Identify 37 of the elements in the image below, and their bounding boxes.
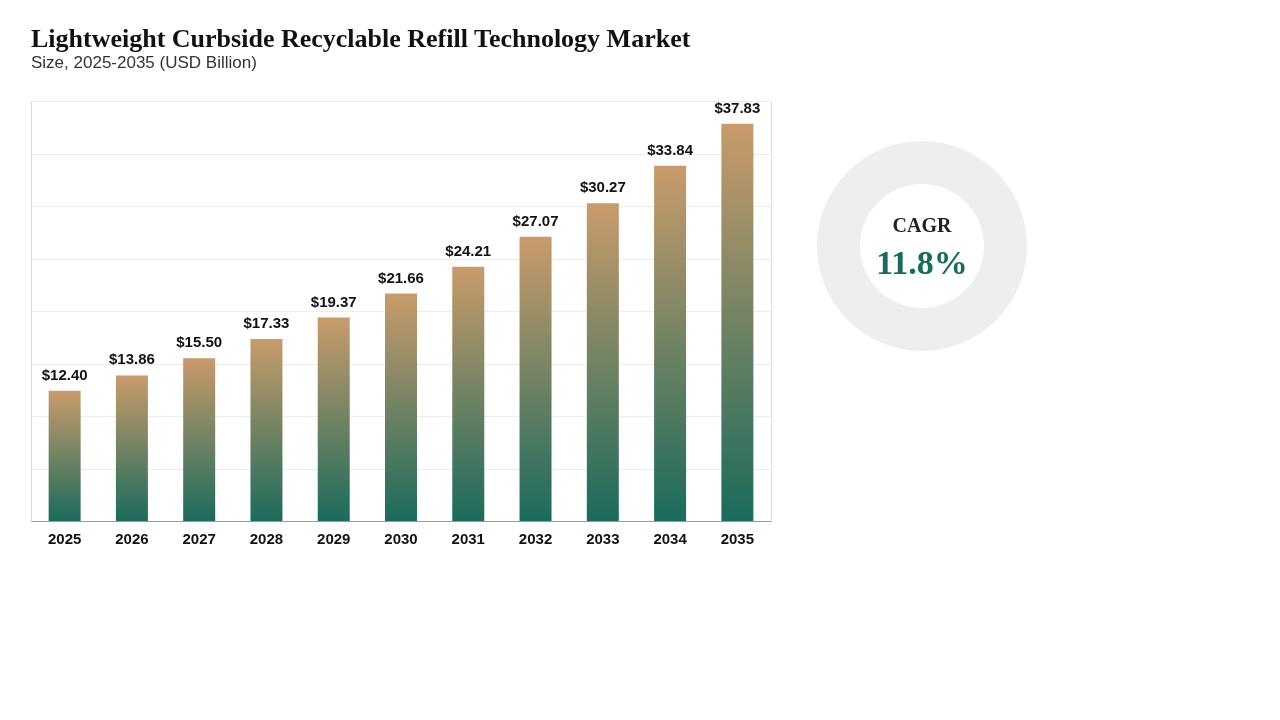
x-tick-label: 2031 — [451, 529, 485, 547]
x-tick-label: 2027 — [182, 529, 216, 547]
data-label: $37.83 — [714, 98, 761, 116]
bar — [452, 266, 485, 521]
data-label: $17.33 — [243, 314, 290, 332]
data-label: $15.50 — [176, 333, 223, 351]
bar — [115, 375, 148, 521]
chart-title: Lightweight Curbside Recyclable Refill Technology Market — [31, 23, 691, 53]
data-label: $12.40 — [41, 365, 88, 383]
bar — [317, 317, 350, 521]
x-tick-label: 2035 — [720, 529, 755, 547]
chart-subtitle: Size, 2025-2035 (USD Billion) — [31, 52, 257, 72]
x-tick-label: 2025 — [47, 529, 82, 547]
bar — [654, 165, 687, 521]
data-label: $27.07 — [512, 211, 559, 229]
data-label: $33.84 — [647, 140, 694, 158]
text: CAGR — [892, 214, 952, 236]
x-tick-label: 2030 — [384, 529, 418, 547]
x-tick-label: 2026 — [115, 529, 149, 547]
data-label: $30.27 — [579, 178, 626, 196]
x-tick-label: 2028 — [249, 529, 284, 547]
data-label: $24.21 — [445, 241, 492, 259]
bar — [250, 339, 283, 521]
x-tick-label: 2034 — [653, 529, 688, 547]
data-label: $21.66 — [378, 268, 424, 286]
x-tick-label: 2033 — [586, 529, 620, 547]
bar — [519, 236, 552, 521]
bar — [385, 293, 417, 521]
data-label: $19.37 — [310, 292, 357, 310]
text: 11.8% — [876, 244, 968, 281]
x-tick-label: 2032 — [518, 529, 553, 547]
bar — [721, 123, 754, 521]
bar — [183, 358, 216, 521]
bar — [48, 390, 81, 521]
data-label: $13.86 — [108, 350, 155, 368]
x-tick-label: 2029 — [317, 529, 351, 547]
bar — [586, 203, 619, 521]
